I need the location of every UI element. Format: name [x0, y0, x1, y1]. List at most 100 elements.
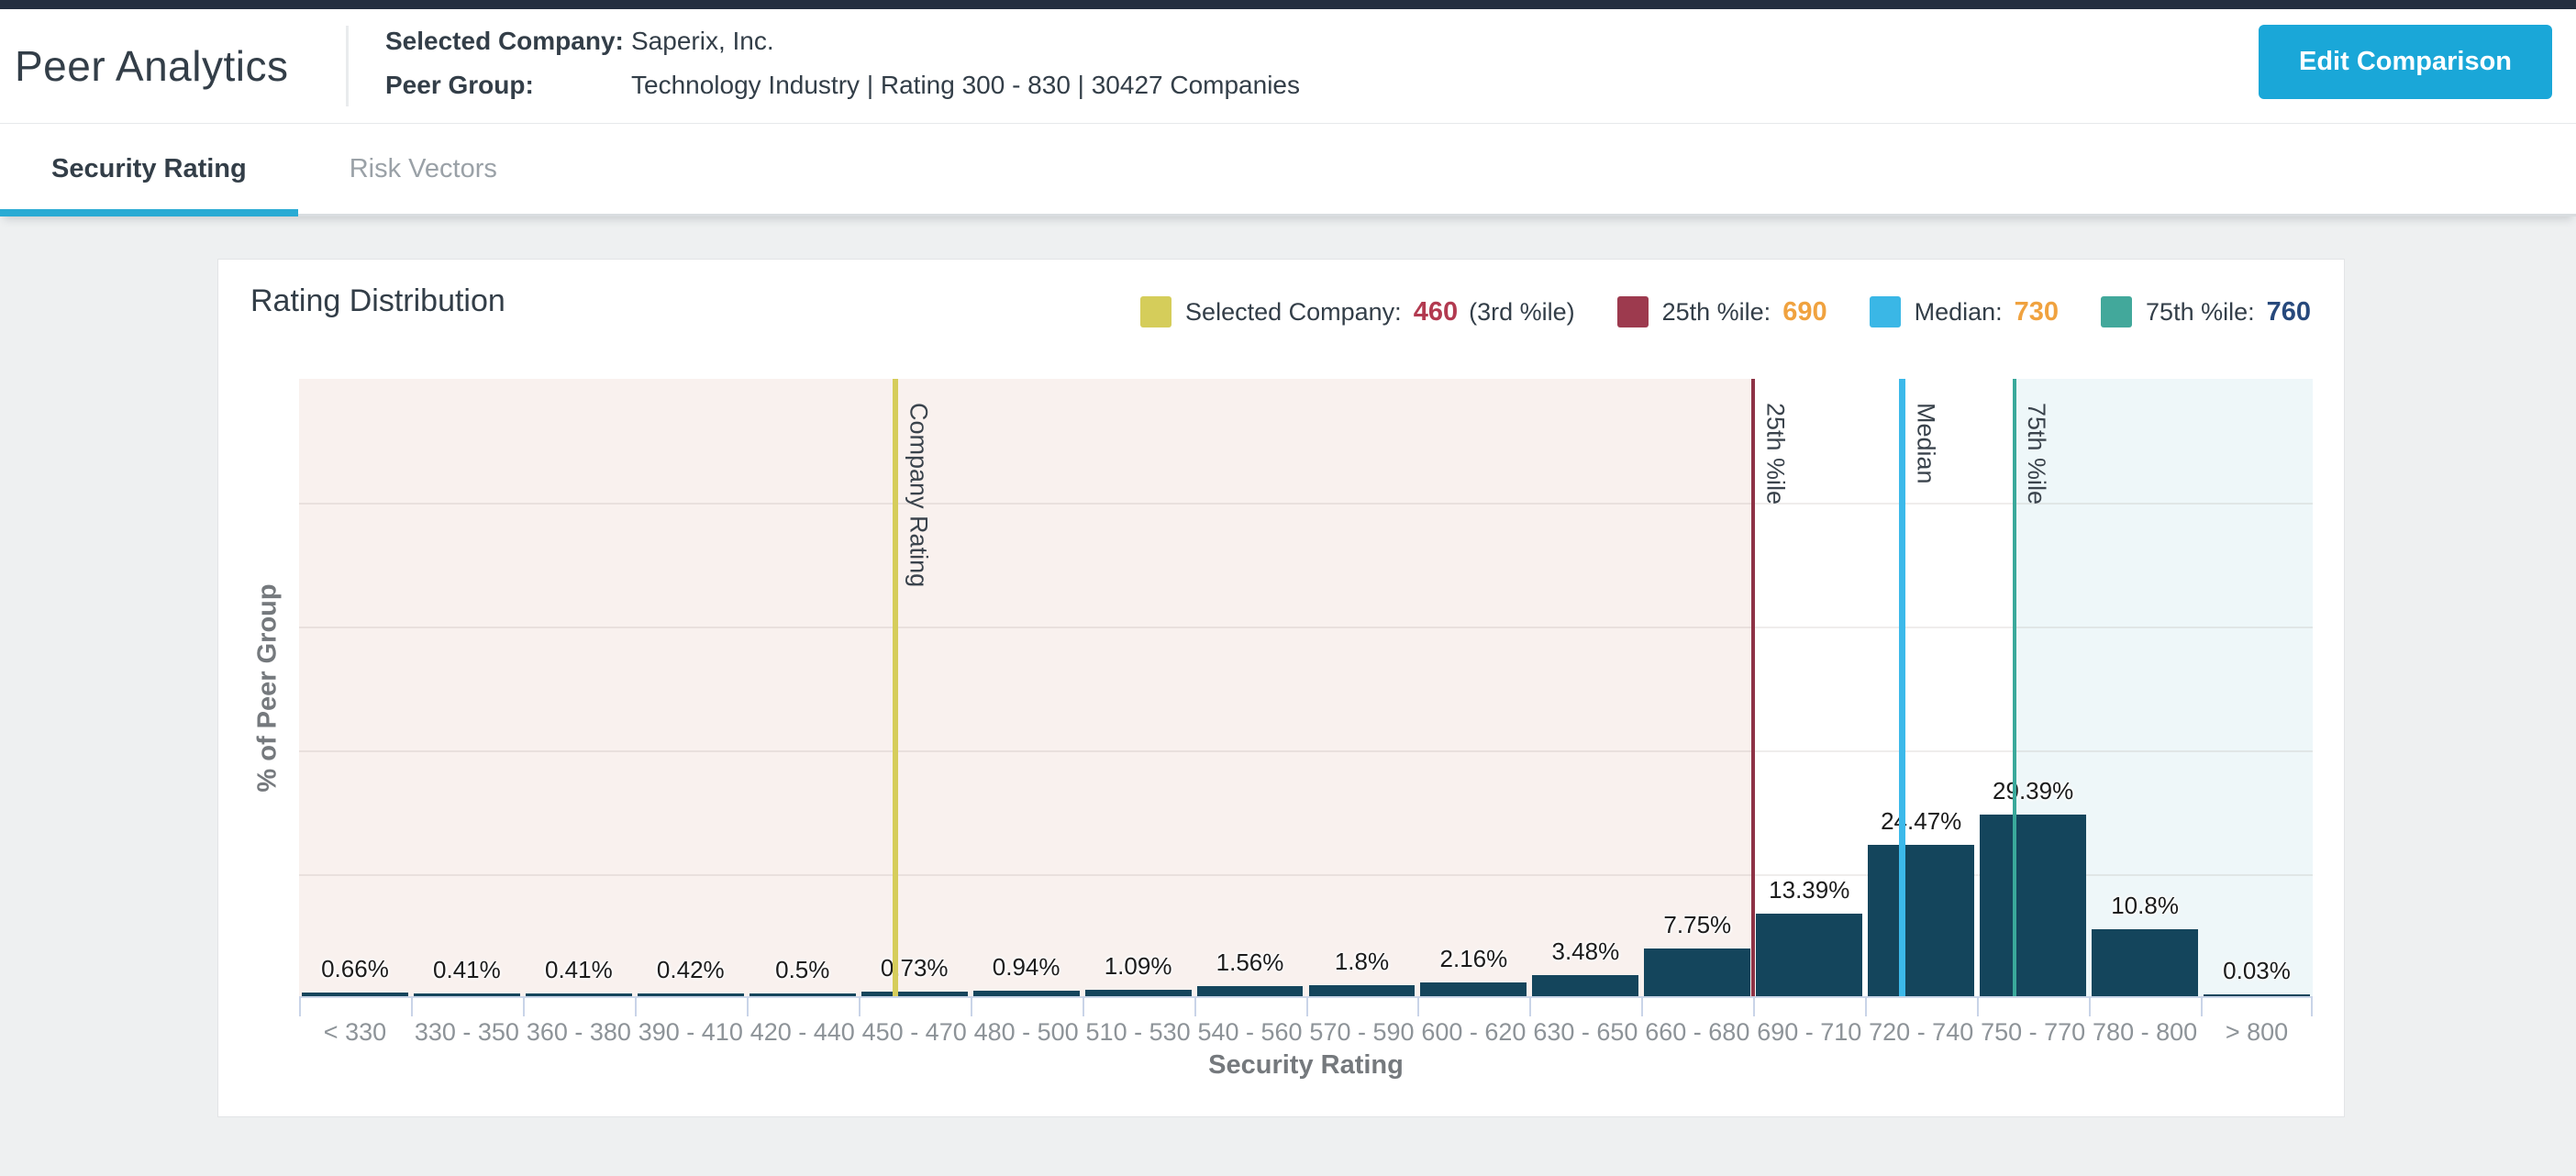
bar-value-label: 0.03%: [2223, 957, 2291, 984]
bar-value-label: 29.39%: [1993, 776, 2074, 804]
bar-value-label: 24.47%: [1881, 806, 1962, 835]
histogram-bar-390to410[interactable]: [637, 993, 744, 996]
histogram-bar-690to710[interactable]: [1756, 913, 1863, 996]
x-axis-tick: [2311, 996, 2313, 1016]
histogram-bar-570to590[interactable]: [1308, 984, 1416, 996]
legend-value: 730: [2014, 296, 2060, 327]
top-navigation-bar: [0, 0, 2576, 9]
x-axis-tick-label: 630 - 650: [1533, 1018, 1638, 1046]
histogram-bar-800[interactable]: [2204, 994, 2310, 996]
company-rating-marker-label: Company Rating: [905, 403, 933, 588]
histogram-bar-660to680[interactable]: [1644, 948, 1751, 996]
x-axis-tick: [2089, 996, 2092, 1016]
bar-value-label: 13.39%: [1769, 875, 1850, 904]
legend-item-median: Median: 730: [1869, 296, 2060, 327]
histogram-bar-360to380[interactable]: [525, 993, 632, 996]
x-axis-tick-label: 750 - 770: [1981, 1018, 2086, 1046]
x-axis-tick-label: > 800: [2225, 1018, 2289, 1046]
x-axis-tick-label: 420 - 440: [749, 1018, 855, 1046]
x-axis-tick: [1753, 996, 1756, 1016]
x-axis-tick-label: 360 - 380: [526, 1018, 631, 1046]
x-axis-tick-label: 720 - 740: [1869, 1018, 1974, 1046]
x-axis-tick-label: 540 - 560: [1197, 1018, 1303, 1046]
histogram-bar-780to800[interactable]: [2092, 929, 2199, 996]
x-axis-tick: [2201, 996, 2204, 1016]
tab-bar: Security Rating Risk Vectors: [0, 123, 2576, 216]
header-divider: [346, 26, 349, 106]
x-axis-title: Security Rating: [1208, 1050, 1404, 1080]
bar-value-label: 0.73%: [880, 954, 949, 982]
gridline: [299, 503, 2313, 505]
legend-item-75th-ile: 75th %ile: 760: [2101, 296, 2311, 327]
x-axis-tick: [522, 996, 525, 1016]
x-axis-tick-label: 600 - 620: [1421, 1018, 1527, 1046]
x-axis-tick-label: 570 - 590: [1309, 1018, 1415, 1046]
x-axis-tick: [1082, 996, 1084, 1016]
legend-label: 75th %ile:: [2146, 297, 2255, 326]
x-axis-tick: [746, 996, 749, 1016]
x-axis-tick-label: 510 - 530: [1085, 1018, 1191, 1046]
chart-title: Rating Distribution: [250, 283, 505, 318]
histogram-bar-600to620[interactable]: [1420, 982, 1527, 996]
x-axis-tick: [1977, 996, 1980, 1016]
histogram-bar-330[interactable]: [302, 992, 408, 996]
bar-value-label: 0.94%: [992, 952, 1060, 981]
legend-item-selected-company: Selected Company: 460 (3rd %ile): [1140, 296, 1575, 327]
histogram-bar-540to560[interactable]: [1196, 986, 1304, 996]
legend-value: 460: [1413, 296, 1459, 327]
legend-value: 690: [1782, 296, 1827, 327]
tab-risk-vectors[interactable]: Risk Vectors: [298, 124, 549, 214]
gridline: [299, 627, 2313, 628]
tab-security-rating[interactable]: Security Rating: [0, 124, 298, 216]
legend-swatch: [1140, 296, 1172, 327]
y-axis-title: % of Peer Group: [252, 583, 283, 793]
peer-group-value: Technology Industry | Rating 300 - 830 |…: [631, 71, 1300, 99]
histogram-bar-480to500[interactable]: [972, 990, 1080, 996]
x-axis-tick-label: 780 - 800: [2093, 1018, 2198, 1046]
x-axis-tick-label: 450 - 470: [861, 1018, 967, 1046]
bar-value-label: 2.16%: [1439, 945, 1508, 973]
bar-value-label: 3.48%: [1551, 937, 1620, 965]
x-axis-tick: [634, 996, 637, 1016]
histogram-bar-630to650[interactable]: [1532, 974, 1639, 996]
legend-label: Median:: [1914, 297, 2003, 326]
x-axis-tick: [1865, 996, 1868, 1016]
page-header: Peer Analytics Selected Company: Saperix…: [0, 9, 2576, 123]
selected-company-value: Saperix, Inc.: [631, 27, 774, 55]
x-axis-tick: [299, 996, 301, 1016]
tab-label: Risk Vectors: [349, 153, 497, 183]
bar-value-label: 1.56%: [1216, 949, 1284, 977]
histogram-bar-420to440[interactable]: [749, 993, 856, 996]
edit-comparison-button[interactable]: Edit Comparison: [2258, 25, 2552, 99]
legend-value-percentile-suffix: (3rd %ile): [1469, 297, 1575, 326]
histogram-bar-750to770[interactable]: [1980, 814, 2087, 996]
median-marker-line: [1899, 379, 1906, 996]
bar-value-label: 7.75%: [1663, 910, 1732, 938]
histogram-bar-720to740[interactable]: [1868, 844, 1975, 996]
company-rating-marker-line: [893, 379, 899, 996]
bar-value-label: 0.42%: [656, 956, 725, 984]
peer-group-label: Peer Group:: [385, 71, 534, 99]
legend-label: Selected Company:: [1185, 297, 1402, 326]
x-axis-tick: [1194, 996, 1196, 1016]
x-axis-tick-label: 480 - 500: [973, 1018, 1079, 1046]
gridline: [299, 874, 2313, 876]
histogram-bar-450to470[interactable]: [861, 992, 968, 996]
x-axis-tick: [1417, 996, 1420, 1016]
legend-swatch: [1869, 296, 1901, 327]
x-axis-tick: [970, 996, 972, 1016]
legend-value: 760: [2266, 296, 2311, 327]
bar-value-label: 1.09%: [1104, 951, 1172, 980]
selected-company-label: Selected Company:: [385, 27, 624, 55]
histogram-bar-330to350[interactable]: [413, 993, 520, 996]
histogram-bar-510to530[interactable]: [1084, 989, 1192, 996]
legend-swatch: [1616, 296, 1649, 327]
x-axis-tick: [1529, 996, 1532, 1016]
rating-distribution-card: Rating Distribution Selected Company: 460…: [217, 259, 2345, 1117]
bar-value-label: 0.66%: [321, 954, 389, 982]
gridline: [299, 750, 2313, 752]
25th-percentile-marker-line: [1751, 379, 1756, 996]
legend-label: 25th %ile:: [1661, 297, 1771, 326]
histogram-plot-area: 0.66% < 330 0.41% 330 - 350 0.41% 360 - 380 0.…: [299, 379, 2313, 1046]
bar-value-label: 0.41%: [433, 956, 501, 984]
